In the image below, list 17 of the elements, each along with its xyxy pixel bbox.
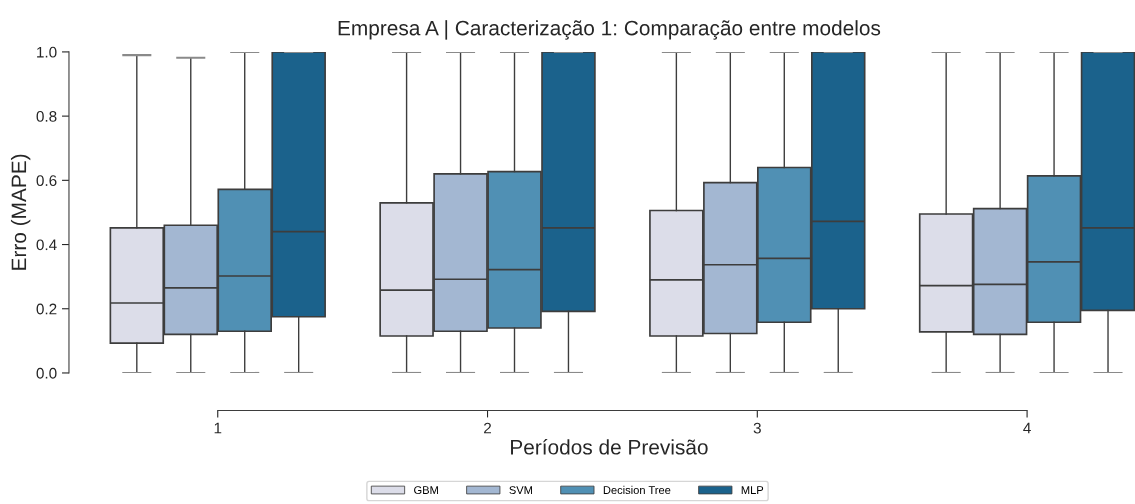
- x-tick-label: 2: [484, 422, 492, 434]
- legend-label: GBM: [414, 486, 438, 495]
- y-axis-title: Erro (MAPE): [10, 154, 31, 270]
- y-tick-label: 0.4: [36, 239, 57, 251]
- x-axis-title: Períodos de Previsão: [511, 439, 708, 455]
- y-tick-label: 0.0: [36, 367, 57, 379]
- y-tick-label: 0.2: [36, 303, 57, 315]
- legend-label: Decision Tree: [603, 485, 671, 495]
- x-tick-label: 1: [214, 422, 222, 434]
- y-tick-label: 1.0: [37, 46, 57, 58]
- y-tick-label: 0.8: [36, 110, 57, 122]
- y-tick-label: 0.6: [36, 175, 57, 187]
- legend-label: SVM: [509, 486, 533, 495]
- legend-label: MLP: [741, 486, 764, 494]
- chart-title: Empresa A | Caracterização 1: Comparação entre modelos: [338, 20, 881, 40]
- x-tick-label: 3: [753, 422, 761, 434]
- x-tick-label: 4: [1023, 422, 1031, 434]
